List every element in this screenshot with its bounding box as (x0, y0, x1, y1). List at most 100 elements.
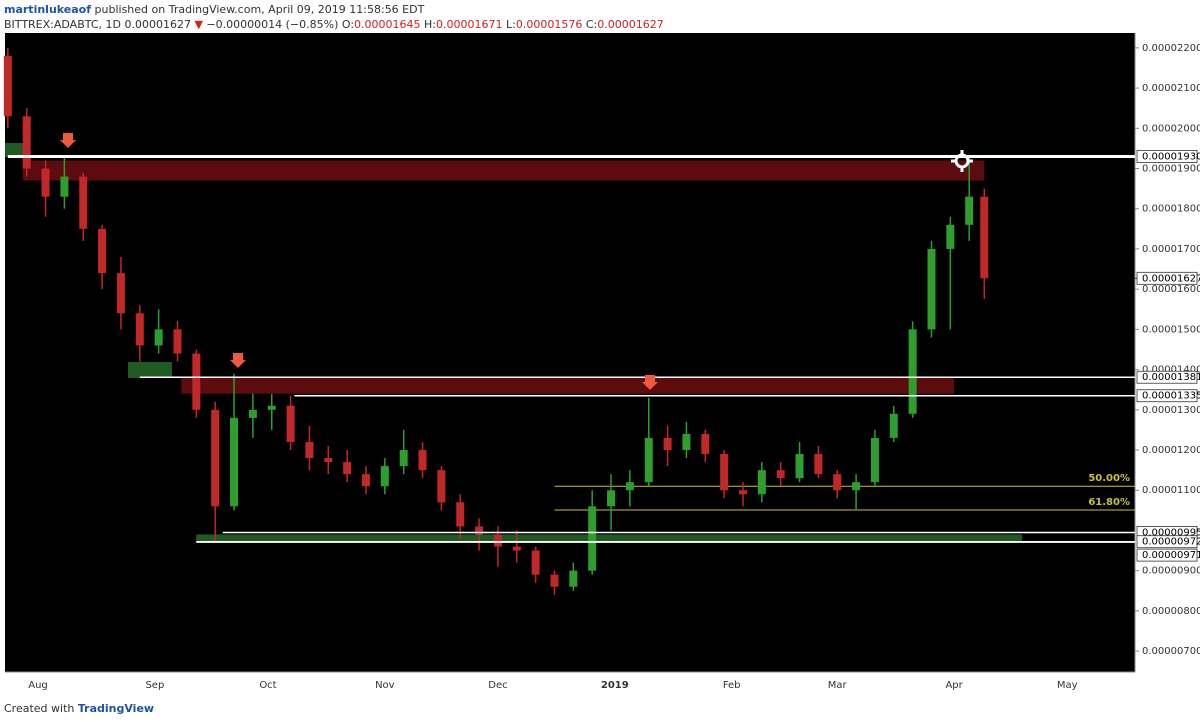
candle-body (814, 454, 823, 475)
candle-body (607, 490, 616, 507)
x-tick-label: Feb (723, 680, 741, 691)
y-tick-label: 0.00000700 (1142, 646, 1200, 657)
candle-body (493, 534, 502, 547)
footer: Created with TradingView (4, 702, 154, 715)
level-label-box (1136, 389, 1198, 403)
ohlc-value: 0.00001645 (354, 18, 421, 31)
candle-body (833, 474, 842, 491)
candle-body (286, 405, 295, 442)
symbol: BITTREX:ADABTC, 1D (4, 18, 121, 31)
x-tick-label: Apr (945, 680, 963, 691)
candle-body (211, 409, 220, 507)
ohlc-label: H: (424, 18, 437, 31)
candle-body (908, 329, 917, 414)
candle-body (192, 353, 201, 410)
ohlc-o: O:0.00001645 (342, 18, 421, 31)
y-tick-label: 0.00001600 (1142, 284, 1200, 295)
ohlc-value: 0.00001671 (436, 18, 503, 31)
zone (22, 160, 985, 181)
candle-body (757, 470, 766, 495)
plot-background (5, 33, 1135, 672)
candle-body (512, 546, 521, 551)
candle-body (475, 526, 484, 535)
y-tick-label: 0.00000800 (1142, 606, 1200, 617)
x-tick-label: Dec (488, 680, 507, 691)
candle-body (41, 168, 50, 197)
candle-body (588, 506, 597, 571)
zone (196, 534, 1022, 543)
candle-body (701, 433, 710, 455)
y-tick-label: 0.00002000 (1142, 123, 1200, 134)
published: published on TradingView.com, April 09, … (94, 3, 425, 16)
y-tick-label: 0.00001700 (1142, 244, 1200, 255)
header: martinlukeaof published on TradingView.c… (4, 2, 664, 32)
y-tick-label: 0.00001800 (1142, 204, 1200, 215)
candle-body (361, 474, 370, 487)
y-tick-label: 0.00000900 (1142, 566, 1200, 577)
zone-marker (128, 362, 172, 378)
crosshair-icon (951, 150, 973, 172)
fib-label: 50.00% (1088, 473, 1130, 484)
last-price-label: 0.00001627 (1142, 273, 1200, 284)
candle-body (569, 570, 578, 587)
candle-body (550, 574, 559, 587)
ohlc-value: 0.00001627 (597, 18, 664, 31)
candle-body (738, 490, 747, 495)
y-tick-label: 0.00002200 (1142, 43, 1200, 54)
y-tick-label: 0.00001100 (1142, 485, 1200, 496)
x-tick-label: Oct (259, 680, 276, 691)
candle-body (418, 450, 427, 471)
candle-body (531, 550, 540, 575)
level-label-box (1136, 548, 1198, 562)
candle-body (795, 454, 804, 479)
candle-body (625, 482, 634, 491)
level-label: 0.00000972 (1142, 537, 1200, 548)
footer-prefix: Created with (4, 702, 75, 715)
candle-body (456, 502, 465, 527)
candle-body (98, 228, 107, 274)
candle-body (437, 470, 446, 503)
level-label-box (1136, 370, 1198, 384)
zone (181, 377, 955, 394)
x-tick-label: Nov (375, 680, 395, 691)
author[interactable]: martinlukeaof (4, 3, 92, 16)
candle-body (980, 196, 989, 279)
x-tick-label: Aug (28, 680, 48, 691)
publish-line: martinlukeaof published on TradingView.c… (4, 2, 664, 17)
ohlc-c: C:0.00001627 (586, 18, 664, 31)
arrow-marker (230, 353, 246, 368)
last: 0.00001627 (124, 18, 191, 31)
arrow-marker (642, 375, 658, 390)
ohlc-value: 0.00001576 (515, 18, 583, 31)
ohlc-h: H:0.00001671 (424, 18, 502, 31)
ohlc-label: O: (341, 18, 355, 31)
y-tick-label: 0.00001300 (1142, 405, 1200, 416)
candle-body (116, 273, 125, 314)
ohlc-l: L:0.00001576 (506, 18, 582, 31)
y-tick-label: 0.00001900 (1142, 164, 1200, 175)
candle-body (173, 329, 182, 354)
chart: 0.00002200 0.00002100 0.00002000 0.00001900… (3, 33, 1200, 691)
candle-body (644, 437, 653, 483)
x-tick-label: Mar (828, 680, 848, 691)
marks (3, 47, 1135, 595)
candle-body (720, 454, 729, 491)
last-price-label-box (1136, 271, 1198, 285)
candle-body (852, 482, 861, 491)
candle-body (889, 413, 898, 438)
candle-body (870, 437, 879, 483)
y-tick-label: 0.00001500 (1142, 324, 1200, 335)
change-arrow: ▼ (194, 18, 203, 31)
candle-body (135, 313, 144, 346)
candle-body (682, 433, 691, 451)
candle-body (79, 176, 88, 229)
y-tick-label: 0.00001400 (1142, 365, 1200, 376)
candle-body (60, 176, 69, 197)
level-label: 0.00000995 (1142, 527, 1200, 538)
candle-body (927, 248, 936, 330)
candle-body (776, 470, 785, 479)
brand[interactable]: TradingView (77, 702, 155, 715)
candle-body (230, 417, 239, 507)
x-tick-label: May (1057, 680, 1078, 691)
